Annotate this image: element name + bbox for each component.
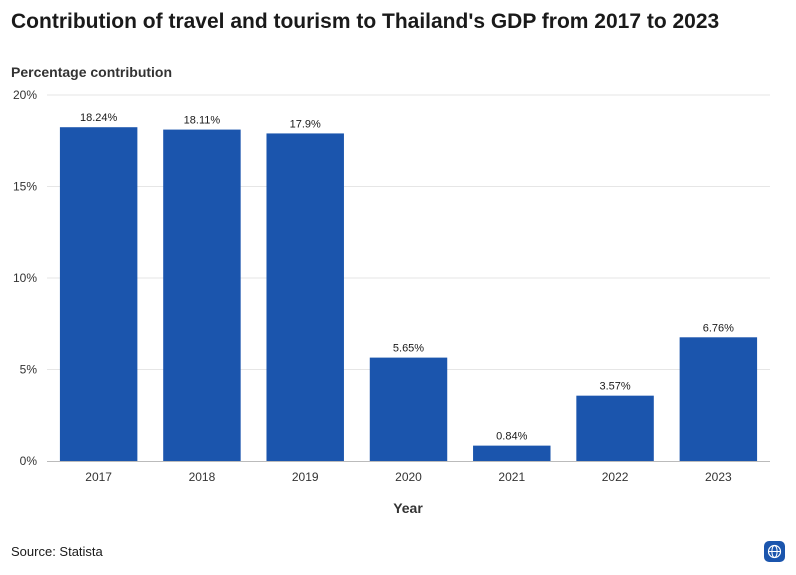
globe-icon[interactable] — [764, 541, 785, 562]
x-axis-ticks: 2017 2018 2019 2020 2021 2022 2023 — [85, 470, 732, 484]
bar[interactable] — [679, 337, 758, 461]
y-tick-label: 15% — [13, 180, 37, 194]
y-axis-label: Percentage contribution — [11, 64, 173, 80]
y-tick-label: 20% — [13, 88, 37, 102]
bar-value-label: 0.84% — [496, 431, 527, 443]
x-tick-label: 2019 — [292, 470, 319, 484]
x-axis-label: Year — [393, 500, 423, 516]
bar-value-label: 3.57% — [599, 381, 630, 393]
x-tick-label: 2020 — [395, 470, 422, 484]
bar[interactable] — [369, 357, 448, 461]
y-tick-label: 0% — [20, 454, 38, 468]
bar-chart: 0% 5% 10% 15% 20% 18.24% 18.11% 17.9% 5.65% 0.84… — [13, 88, 770, 516]
bar-value-labels: 18.24% 18.11% 17.9% 5.65% 0.84% 3.57% 6.76% — [80, 112, 734, 442]
bar-value-label: 17.9% — [290, 118, 321, 130]
bar[interactable] — [163, 129, 241, 461]
x-tick-label: 2022 — [602, 470, 629, 484]
grid-lines — [47, 94, 770, 370]
bar-value-label: 18.24% — [80, 112, 118, 124]
x-tick-label: 2021 — [498, 470, 525, 484]
bars — [59, 127, 758, 461]
bar-value-label: 6.76% — [703, 322, 734, 334]
chart-title: Contribution of travel and tourism to Th… — [11, 10, 720, 33]
x-tick-label: 2018 — [189, 470, 216, 484]
source-note: Source: Statista — [11, 544, 103, 559]
x-tick-label: 2023 — [705, 470, 732, 484]
bar[interactable] — [473, 445, 551, 461]
bar[interactable] — [576, 395, 654, 461]
y-tick-label: 5% — [20, 363, 38, 377]
y-axis-ticks: 0% 5% 10% 15% 20% — [13, 88, 37, 468]
bar[interactable] — [266, 133, 344, 461]
bar-value-label: 18.11% — [184, 115, 221, 127]
y-tick-label: 10% — [13, 271, 37, 285]
x-tick-label: 2017 — [85, 470, 112, 484]
bar-value-label: 5.65% — [393, 343, 424, 355]
bar[interactable] — [59, 127, 138, 461]
